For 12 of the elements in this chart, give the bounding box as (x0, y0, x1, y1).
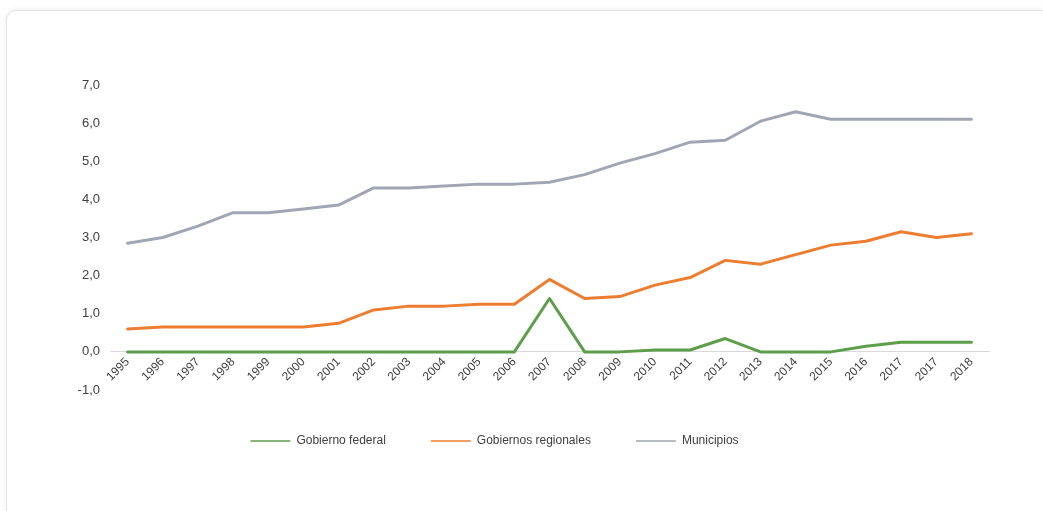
legend-label: Gobierno federal (296, 433, 386, 448)
y-tick-label: -1,0 (77, 381, 100, 397)
y-tick-label: 2,0 (81, 267, 100, 283)
y-tick-label: 6,0 (81, 114, 100, 130)
y-tick-label: 0,0 (81, 343, 100, 359)
y-tick-label: 3,0 (81, 229, 100, 245)
legend-label: Municipios (681, 433, 739, 448)
y-tick-label: 1,0 (81, 305, 100, 321)
y-tick-label: 5,0 (81, 152, 100, 168)
y-tick-label: 4,0 (81, 190, 100, 206)
y-tick-label: 7,0 (81, 76, 100, 92)
legend-label: Gobiernos regionales (476, 433, 591, 448)
